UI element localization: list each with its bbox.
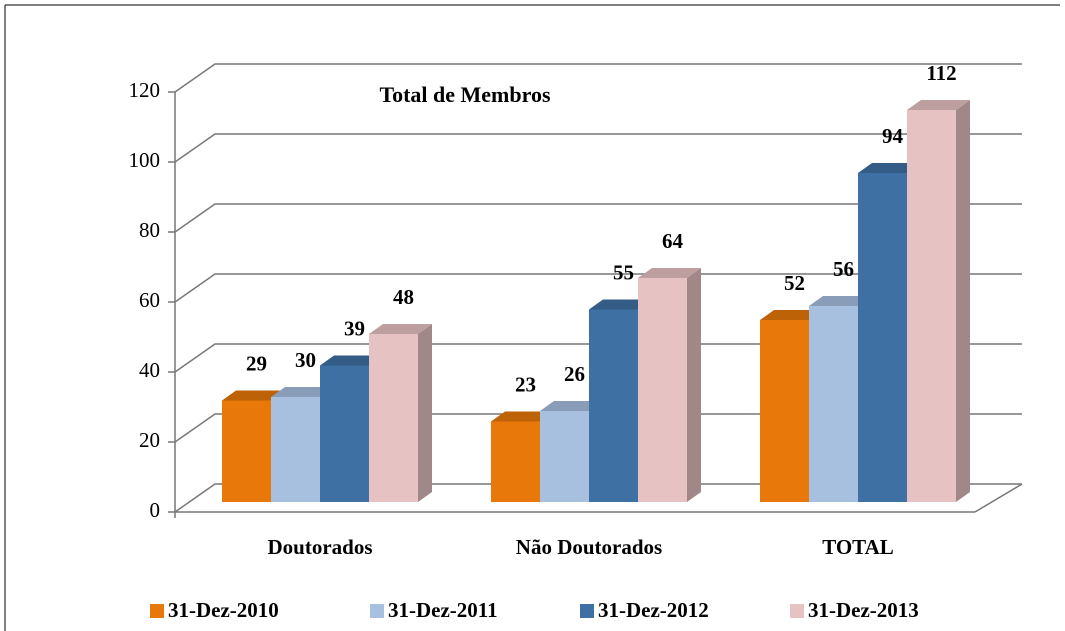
bar-top <box>271 387 334 397</box>
legend-label: 31-Dez-2012 <box>598 598 709 622</box>
bar-side <box>687 268 701 502</box>
value-label: 56 <box>833 257 854 281</box>
bar-front <box>369 334 418 502</box>
bar <box>369 324 432 502</box>
value-label: 48 <box>393 285 414 309</box>
grid-line <box>174 133 1022 163</box>
y-tick-label: 0 <box>150 498 161 522</box>
legend-swatch <box>580 604 594 618</box>
grid-line <box>174 203 1022 233</box>
y-tick-label: 40 <box>139 358 160 382</box>
legend-swatch <box>790 604 804 618</box>
grid-line <box>174 343 1022 373</box>
y-tick-label: 60 <box>139 288 160 312</box>
value-label: 23 <box>515 372 536 396</box>
legend-label: 31-Dez-2013 <box>808 598 919 622</box>
bar-front <box>540 411 589 502</box>
bar-front <box>320 365 369 502</box>
bar-front <box>760 320 809 502</box>
bar-top <box>222 390 285 401</box>
bar <box>638 268 701 502</box>
bar-front <box>809 306 858 502</box>
bar-top <box>858 163 921 173</box>
bar-front <box>858 173 907 502</box>
x-tick-label: Doutorados <box>267 535 372 559</box>
x-tick-label: TOTAL <box>822 535 894 559</box>
legend-label: 31-Dez-2011 <box>388 598 498 622</box>
legend-label: 31-Dez-2010 <box>168 598 279 622</box>
bar-top <box>540 401 603 411</box>
bar-top <box>907 100 970 110</box>
y-tick-label: 100 <box>129 148 161 172</box>
bar-top <box>589 299 652 310</box>
bar <box>907 100 970 502</box>
grid-line <box>174 483 1022 513</box>
bar-front <box>271 397 320 502</box>
grid-line <box>174 273 1022 303</box>
value-label: 64 <box>662 229 684 253</box>
grid-line <box>174 413 1022 443</box>
bar-front <box>222 400 271 502</box>
bar-front <box>907 110 956 502</box>
value-label: 112 <box>926 61 956 85</box>
grid-line <box>174 63 1022 93</box>
legend-swatch <box>150 604 164 618</box>
bar-top <box>638 268 701 278</box>
bar-top <box>809 296 872 306</box>
floor-right <box>974 483 1023 513</box>
x-tick-label: Não Doutorados <box>516 535 662 559</box>
bar-side <box>956 100 970 502</box>
value-label: 29 <box>246 351 267 375</box>
y-tick-label: 120 <box>129 78 161 102</box>
bar-top <box>369 324 432 334</box>
chart-title: Total de Membros <box>379 82 551 107</box>
bar-top <box>760 310 823 320</box>
bar-front <box>589 309 638 502</box>
value-label: 55 <box>613 260 634 284</box>
bar-front <box>638 278 687 502</box>
value-label: 26 <box>564 362 585 386</box>
bar-top <box>320 355 383 366</box>
y-tick-label: 80 <box>139 218 160 242</box>
bar-top <box>491 411 554 422</box>
y-tick-label: 20 <box>139 428 160 452</box>
value-label: 52 <box>784 271 805 295</box>
value-label: 30 <box>295 348 316 372</box>
bar-front <box>491 421 540 502</box>
value-label: 94 <box>882 124 904 148</box>
bar-side <box>418 324 432 502</box>
legend-swatch <box>370 604 384 618</box>
value-label: 39 <box>344 316 365 340</box>
